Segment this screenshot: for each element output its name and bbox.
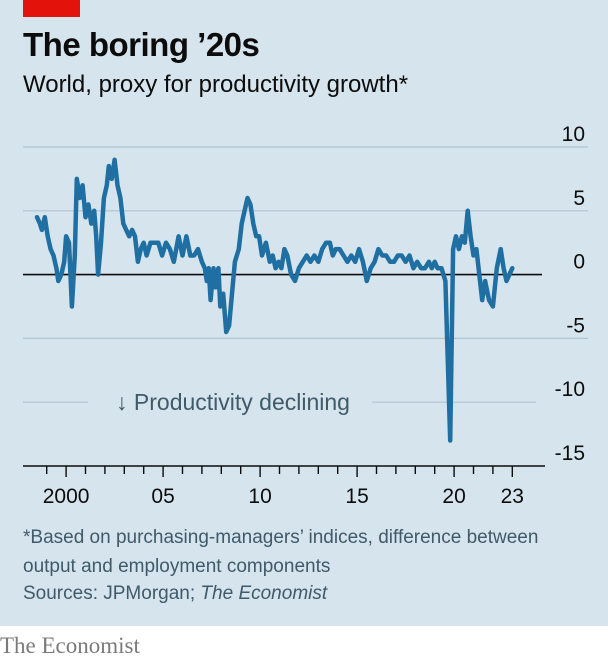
series-line [34, 157, 515, 443]
x-tick-label: 2000 [43, 485, 90, 508]
sources-italic: The Economist [200, 583, 328, 604]
y-tick-label: -10 [555, 378, 585, 401]
sources-prefix: Sources: JPMorgan; [23, 583, 201, 604]
x-tick-label: 05 [151, 485, 174, 508]
x-tick-label: 20 [442, 485, 465, 508]
sources-line: Sources: JPMorgan; The Economist [23, 583, 327, 605]
x-tick-label: 15 [345, 485, 368, 508]
economist-logo-text: The Economist [0, 633, 140, 658]
line-chart: 10 5 0 -5 -10 -15 2000 05 10 15 20 23 ↓ Productivity… [23, 123, 588, 508]
y-tick-label: 5 [573, 187, 585, 210]
y-tick-label: -15 [555, 442, 585, 465]
y-tick-label: 0 [573, 251, 585, 274]
brand-red-tab [23, 0, 80, 17]
productivity-declining-annotation: ↓ Productivity declining [116, 389, 350, 415]
x-tick-label: 23 [501, 485, 524, 508]
y-tick-label: -5 [566, 314, 585, 337]
chart-subtitle: World, proxy for productivity growth* [23, 71, 409, 98]
footnote: *Based on purchasing-managers’ indices, … [23, 527, 539, 577]
x-tick-label: 10 [248, 485, 271, 508]
chart-title: The boring ’20s [23, 26, 260, 63]
chart-panel [0, 0, 608, 626]
y-tick-label: 10 [562, 123, 585, 146]
